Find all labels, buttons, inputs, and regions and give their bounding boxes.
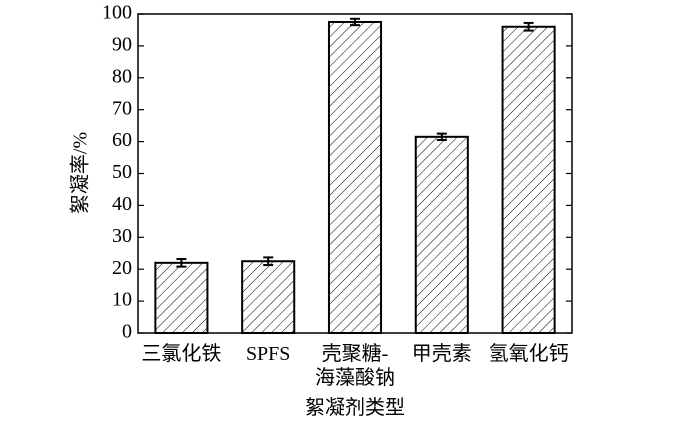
y-tick-label: 40 — [112, 193, 132, 215]
y-tick-label: 80 — [112, 65, 132, 87]
error-bar — [263, 256, 274, 267]
x-tick-label: 三氯化铁 — [141, 343, 222, 365]
error-bar — [350, 17, 360, 27]
x-tick-label: SPFS — [245, 343, 291, 365]
y-tick-label: 20 — [112, 257, 132, 279]
bar — [241, 260, 296, 335]
bar — [501, 25, 556, 334]
y-tick-label: 50 — [112, 161, 132, 183]
x-tick-label: 甲壳素 — [411, 343, 472, 365]
bar — [327, 20, 383, 334]
bar — [414, 135, 469, 334]
x-axis-label: 絮凝剂类型 — [305, 397, 405, 419]
y-tick-label: 0 — [122, 321, 132, 343]
error-bar — [523, 21, 534, 32]
y-axis-label: 絮凝率/% — [69, 132, 92, 214]
y-tick-label: 70 — [112, 97, 132, 119]
error-bar — [436, 132, 447, 142]
bar — [154, 261, 209, 335]
y-tick-label: 90 — [112, 33, 132, 55]
error-bar — [176, 257, 187, 268]
x-tick-label: 壳聚糖- 海藻酸钠 — [315, 343, 395, 389]
y-tick-label: 100 — [102, 2, 132, 24]
x-tick-label: 氢氧化钙 — [488, 343, 569, 365]
y-tick-label: 10 — [112, 289, 132, 311]
y-tick-label: 60 — [112, 129, 132, 151]
y-tick-label: 30 — [112, 225, 132, 247]
